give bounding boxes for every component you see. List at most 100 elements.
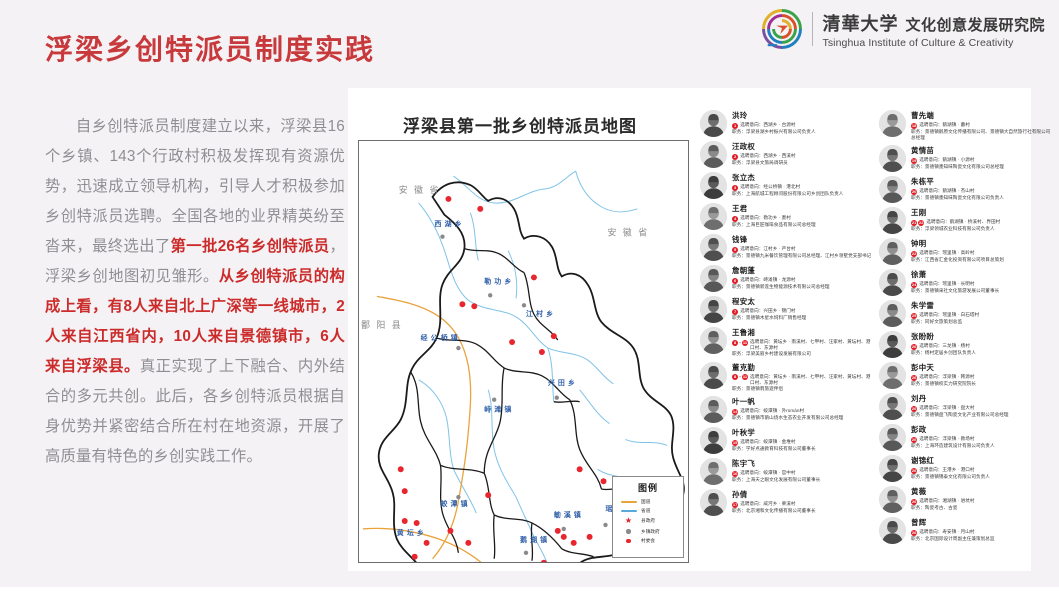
body-text-part-3: 真正实现了上下融合、内外结合的多元共创。此后，各乡创特派员根据自身优势并紧密结合… xyxy=(45,358,346,465)
person-assignment-row: 20 选聘意向：鹅湖镇 · 杰山村 xyxy=(911,188,1004,195)
person-number-badges: 6 xyxy=(732,277,739,284)
person-number-badge: 11 xyxy=(741,374,749,381)
avatar xyxy=(879,331,906,359)
person-details: 陈宇飞 16 选聘意向：蛟潭镇 · 官中村 职务：上海天之眼文化发展有限公司董事长 xyxy=(732,458,820,483)
person-assignment-row: 19 选聘意向：鹅湖镇 · 小源村 xyxy=(911,157,1004,164)
brand-logo: 清華大学 文化创意发展研究院 Tsinghua Institute of Cul… xyxy=(761,8,1045,50)
person-card[interactable]: 朱学雷 25 选聘意向：瑶里镇 · 白石塔村 职务：同好文旅策划总监 xyxy=(879,300,1052,328)
avatar xyxy=(700,203,727,230)
person-assignment: 选聘意向：江村乡 · 严台村 xyxy=(740,246,796,251)
map-frame[interactable]: 安 徽 省 安 徽 省 鄱 阳 县 婺 源 县 珠 山 区 昌 江 区 西 湖 … xyxy=(358,140,689,563)
person-number-badge: 20 xyxy=(911,188,918,195)
village-committee-dot-icon xyxy=(620,538,637,543)
person-assignment-row: 25 选聘意向：瑶里镇 · 白石塔村 xyxy=(911,312,979,319)
person-assignment: 选聘意向：瑶里镇 · 长明村 xyxy=(919,281,975,287)
person-assignment: 选聘意向：三龙镇 · 杨村 xyxy=(919,343,970,349)
person-assignment: 选聘意向：峙滩镇 · 龙源村 xyxy=(740,277,796,282)
person-card[interactable]: 徐萧 24 选聘意向：瑶里镇 · 长明村 职务：景德镇采社文化旅游发展公司董事长 xyxy=(879,269,1052,297)
person-name: 张立杰 xyxy=(732,173,756,182)
map-title: 浮梁县第一批乡创特派员地图 xyxy=(403,117,637,136)
person-card[interactable]: 詹朝蓬 6 选聘意向：峙滩镇 · 龙源村 职务：景德镇新莲生物能源技术有限公司总经理 xyxy=(700,265,873,292)
person-number-badges: 2 xyxy=(732,153,739,160)
person-details: 程安太 7 选聘意向：兴田乡 · 锦门村 职务：景德镇木星水饲料厂销售经理 xyxy=(732,296,806,321)
person-card[interactable]: 彭中天 26 选聘意向：浮梁镇 · 韩源村 职务：景德镇权实力研究院院长 xyxy=(879,362,1052,390)
person-number-badge: 22 xyxy=(911,250,918,257)
person-card[interactable]: 洪玲 1 选聘意向：西湖乡 · 台源村 职务：浮梁县湖乡村振兴有限公司负责人 xyxy=(700,110,873,137)
person-assignment-row: 7 选聘意向：兴田乡 · 锦门村 xyxy=(732,308,806,315)
person-card[interactable]: 黄薇 26 选聘意向：湘湖镇 · 进坑村 职务：陶瓷考古、古瓷 xyxy=(879,486,1052,514)
people-column-right: 曹先端 18 选聘意向：鹅湖镇 · 蕙村 职务：景德镇鹅原文化传播有限公司、景德镇大自… xyxy=(879,110,1052,570)
person-card[interactable]: 叶一帆 14 选聘意向：蛟潭镇 · 外román村 职务：景德镇市鹅山烧水生态农业开发… xyxy=(700,396,873,424)
person-number-badges: 20 xyxy=(911,188,918,195)
svg-text:勒 功 乡: 勒 功 乡 xyxy=(484,276,512,285)
person-assignment-row: 26 选聘意向：浮梁镇 · 韩源村 xyxy=(911,374,976,381)
person-card[interactable]: 钱锋 5 选聘意向：江村乡 · 严台村 职务：景德镇九米餐饮管理有限公司总经理、江村乡… xyxy=(700,234,873,261)
person-card[interactable]: 张立杰 3 选聘意向：经公桥镇 · 港北村 职务：上海航城工程顾问股份有限公司乡创团队… xyxy=(700,172,873,199)
person-name: 孙倩 xyxy=(732,490,748,500)
person-name: 程安太 xyxy=(732,297,756,306)
person-assignment: 选聘意向：浮梁镇 · 韩源村 xyxy=(919,374,975,380)
person-details: 黄薇 26 选聘意向：湘湖镇 · 进坑村 职务：陶瓷考古、古瓷 xyxy=(911,486,975,511)
person-number-badge: 26 xyxy=(911,343,918,350)
avatar xyxy=(700,396,727,424)
person-card[interactable]: 曹先端 18 选聘意向：鹅湖镇 · 蕙村 职务：景德镇鹅原文化传播有限公司、景德镇大自… xyxy=(879,110,1052,141)
person-role: 职务：景德镇权实力研究院院长 xyxy=(911,380,977,386)
person-card[interactable]: 叶秋学 15 选聘意向：蛟潭镇 · 金堆村 职务：学好点通教育科技有限公司董事长 xyxy=(700,427,873,455)
person-details: 叶一帆 14 选聘意向：蛟潭镇 · 外román村 职务：景德镇市鹅山烧水生态农业开发… xyxy=(732,396,843,421)
national-road-line-icon xyxy=(620,501,637,503)
person-number-badge: 15 xyxy=(732,439,739,446)
map-legend: 图例 国道 省道 ★ 县政府 乡镇政府 xyxy=(612,476,684,558)
person-name: 王君 xyxy=(732,204,748,213)
person-card[interactable]: 钟明 22 选聘意向：瑶里镇 · 高岭村 职务：江西省汇金化投资有限公司项目总策划 xyxy=(879,238,1052,266)
legend-item-village-committee: 村委会 xyxy=(617,538,679,544)
avatar xyxy=(879,145,906,173)
person-details: 彭中天 26 选聘意向：浮梁镇 · 韩源村 职务：景德镇权实力研究院院长 xyxy=(911,362,976,387)
svg-text:鹅 湖 镇: 鹅 湖 镇 xyxy=(520,535,548,544)
person-name: 黄情苗 xyxy=(911,146,935,156)
person-card[interactable]: 张盼盼 26 选聘意向：三龙镇 · 杨村 职务：杨村定居乡创团队负责人 xyxy=(879,331,1052,359)
avatar xyxy=(700,234,727,261)
person-card[interactable]: 董克勤 8-11 选聘意向：黄坛乡 · 南溪村、七甲村、汪家村、黄坛村、港口村、东源… xyxy=(700,361,873,393)
person-card[interactable]: 程安太 7 选聘意向：兴田乡 · 锦门村 职务：景德镇木星水饲料厂销售经理 xyxy=(700,296,873,323)
person-number-badges: 26 xyxy=(911,374,918,381)
person-card[interactable]: 王刚 21 22 选聘意向：鹅湖镇 · 桥溪村、界田村 职务：浮梁领城农业科技有限公司负… xyxy=(879,207,1052,235)
person-card[interactable]: 汪政权 2 选聘意向：西湖乡 · 西溪村 职务：浮梁县文旅局调研员 xyxy=(700,141,873,168)
person-details: 汪政权 2 选聘意向：西湖乡 · 西溪村 职务：浮梁县文旅局调研员 xyxy=(732,141,796,166)
person-details: 叶秋学 15 选聘意向：蛟潭镇 · 金堆村 职务：学好点通教育科技有限公司董事长 xyxy=(732,427,816,452)
map-township-gov-markers xyxy=(440,234,608,555)
person-card[interactable]: 陈宇飞 16 选聘意向：蛟潭镇 · 官中村 职务：上海天之眼文化发展有限公司董事长 xyxy=(700,458,873,486)
person-number-badges: 26 xyxy=(911,436,918,443)
person-card[interactable]: 曾辉 26 选聘意向：寿安镇 · 月山村 职务：北京国际设计周副主任兼策划总监 xyxy=(879,517,1052,545)
person-details: 徐萧 24 选聘意向：瑶里镇 · 长明村 职务：景德镇采社文化旅游发展公司董事长 xyxy=(911,269,999,294)
person-number-badges: 3 xyxy=(732,184,739,191)
person-card[interactable]: 王君 4 选聘意向：勒功乡 · 墨村 职务：上海巨匠咖啡食品有限公司总经理 xyxy=(700,203,873,230)
person-number-badges: 5 xyxy=(732,246,739,253)
person-card[interactable]: 朱栋平 20 选聘意向：鹅湖镇 · 杰山村 职务：景德镇墨知味陶瓷文化有限公司负责人 xyxy=(879,176,1052,204)
person-assignment-row: 3 选聘意向：经公桥镇 · 港北村 xyxy=(732,184,843,191)
legend-item-county-gov: ★ 县政府 xyxy=(617,517,679,525)
person-assignment-row: 14 选聘意向：蛟潭镇 · 外román村 xyxy=(732,408,843,415)
body-text-part-1: 自乡创特派员制度建立以来，浮梁县16个乡镇、143个行政村积极发挥现有资源优势，… xyxy=(45,118,345,255)
person-assignment: 选聘意向：蛟潭镇 · 金堆村 xyxy=(740,439,796,445)
person-assignment-row: 16 选聘意向：蛟潭镇 · 官中村 xyxy=(732,470,820,477)
person-number-badges: 8-11 xyxy=(732,339,749,346)
person-card[interactable]: 王鲁湘 8-11 选聘意向：黄坛乡 · 南溪村、七甲村、汪家村、黄坛村、港口村、东源… xyxy=(700,327,873,358)
person-name: 钱锋 xyxy=(732,235,748,244)
person-role: 职务：景德镇盘飞陶瓷文化产业有限公司总经理 xyxy=(911,411,1009,417)
person-card[interactable]: 彭政 26 选聘意向：浮梁镇 · 教场村 职务：上海环造建筑设计有限公司负责人 xyxy=(879,424,1052,452)
person-role: 职务：江西省汇金化投资有限公司项目总策划 xyxy=(911,256,1004,262)
person-details: 彭政 26 选聘意向：浮梁镇 · 教场村 职务：上海环造建筑设计有限公司负责人 xyxy=(911,424,995,449)
person-assignment: 选聘意向：经公桥镇 · 港北村 xyxy=(740,184,801,189)
person-card[interactable]: 孙倩 17 选聘意向：威河乡 · 栗溪村 职务：北京湘和文化传播有限公司董事长 xyxy=(700,489,873,517)
avatar xyxy=(700,141,727,168)
person-number-badge: 22 xyxy=(918,219,925,226)
person-card[interactable]: 刘丹 26 选聘意向：浮梁镇 · 盘大村 职务：景德镇盘飞陶瓷文化产业有限公司总经理 xyxy=(879,393,1052,421)
badge-dash: - xyxy=(739,339,741,346)
person-number-badge: 26 xyxy=(911,529,918,536)
person-number-badges: 7 xyxy=(732,308,739,315)
person-details: 曹先端 18 选聘意向：鹅湖镇 · 蕙村 职务：景德镇鹅原文化传播有限公司、景德镇大自… xyxy=(911,110,1052,141)
person-card[interactable]: 谢锦红 26 选聘意向：王港乡 · 港口村 职务：景德镇锦泰文化有限公司负责人 xyxy=(879,455,1052,483)
person-assignment: 选聘意向：西湖乡 · 台源村 xyxy=(740,122,796,127)
person-number-badges: 19 xyxy=(911,157,918,164)
person-card[interactable]: 黄情苗 19 选聘意向：鹅湖镇 · 小源村 职务：景德镇墨知味陶瓷文化有限公司总经理 xyxy=(879,145,1052,173)
